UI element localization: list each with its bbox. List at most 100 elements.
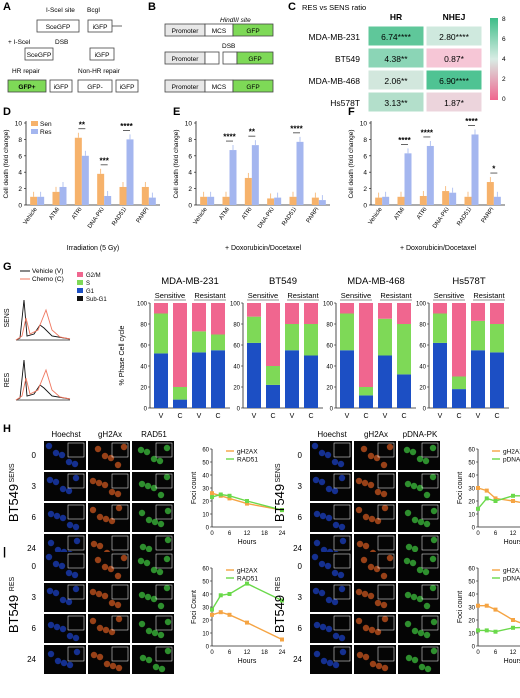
h-y-tick-label: 40	[202, 474, 209, 480]
h-legend-label-series2: RAD51	[237, 457, 258, 464]
h-zoom-inset	[67, 504, 85, 520]
h-nucleus-spot	[90, 651, 98, 659]
panel-label-d: D	[3, 106, 11, 118]
bar-sen	[442, 191, 450, 205]
h-nucleus-spot	[108, 628, 116, 636]
h-time-label: 3	[298, 593, 303, 602]
h-zoom-inset	[421, 584, 439, 600]
h-nucleus-spot	[46, 476, 54, 484]
g-y-axis-label: % Phase Cell cycle	[119, 325, 126, 385]
g-y-tick-label: 60	[140, 344, 147, 350]
h-nucleus-spot	[163, 444, 171, 452]
y-tick-label: 4	[188, 170, 192, 177]
x-tick-label: ATMi	[218, 207, 231, 222]
significance-stars: *	[492, 165, 496, 174]
g-y-tick-label: 80	[326, 323, 333, 329]
c-cell-nhej-value: 1.87*	[444, 98, 465, 108]
g-group-label-sensitive: Sensitive	[341, 291, 371, 300]
bar-res	[382, 196, 390, 205]
h-nucleus-spot	[95, 590, 103, 598]
y-tick-label: 10	[15, 121, 23, 128]
h-nucleus-spot	[71, 571, 79, 579]
h-zoom-inset	[67, 553, 85, 569]
h-y-tick-label: 20	[202, 619, 209, 625]
g-bar-segment	[266, 366, 280, 385]
g-bar-segment	[173, 303, 187, 387]
a-scegfp-cut-box	[24, 47, 54, 61]
g-bar-segment	[285, 303, 299, 324]
h-nucleus-spot	[338, 523, 346, 531]
h-nucleus-spot	[144, 593, 152, 601]
significance-stars: ****	[465, 117, 478, 126]
h-nucleus-spot	[325, 514, 333, 522]
bar-res	[449, 192, 457, 205]
c-cell-hr	[367, 47, 425, 69]
h-y-axis-label: Foci count	[191, 472, 198, 504]
h-time-label: 24	[293, 544, 302, 553]
x-tick-label: RAD51i	[456, 207, 473, 227]
panel-label-h: H	[3, 423, 11, 435]
h-y-tick-label: 10	[202, 513, 209, 519]
h-nucleus-spot	[115, 504, 123, 512]
h-nucleus-spot	[45, 442, 53, 450]
h-nucleus-spot	[313, 539, 321, 547]
significance-stars: ****	[120, 122, 133, 131]
h-legend-label-gh2ax: gH2AX	[503, 568, 520, 575]
b-gfp-label-2: GFP	[248, 56, 261, 63]
h-nucleus-spot	[156, 568, 164, 576]
phase-legend-swatch	[77, 272, 83, 277]
h-zoom-inset	[333, 442, 351, 458]
g-bar-segment	[471, 303, 485, 321]
hist-res-vehicle-curve	[15, 359, 71, 401]
panel-g: G Vehicle (V)Chemo (C) SENS RES G2/M S G1 Sub-G…	[3, 261, 509, 420]
h-nucleus-spot	[164, 507, 172, 515]
h-time-label: 3	[32, 482, 37, 491]
h-nucleus-spot	[120, 443, 128, 451]
h-nucleus-spot	[46, 587, 54, 595]
h-nucleus-spot	[164, 536, 172, 544]
g-bar-segment	[154, 303, 168, 314]
h-nucleus-spot	[374, 599, 382, 607]
h-nucleus-spot	[312, 587, 320, 595]
b-gfp-label-3: GFP	[246, 84, 259, 91]
h-y-axis-label: Foci count	[457, 472, 464, 504]
g-bar-segment	[211, 303, 225, 335]
h-nucleus-spot	[138, 591, 146, 599]
h-nucleus-spot	[324, 451, 332, 459]
panel-b: B HindIII site Promoter MCS GFP DSB Prom…	[148, 1, 274, 93]
h-point-gh2ax	[484, 603, 489, 608]
g-bar-segment	[247, 342, 261, 408]
h-zoom-inset	[111, 535, 129, 551]
h-point-gh2ax	[476, 486, 480, 490]
bar-sen	[397, 196, 405, 205]
bar-sen	[222, 196, 230, 205]
g-bar-segment	[471, 320, 485, 351]
g-y-tick-label: 40	[326, 365, 333, 371]
g-bar-segment	[192, 352, 206, 408]
h-nucleus-spot	[410, 593, 418, 601]
h-point-series2	[484, 628, 489, 633]
h-point-gh2ax	[227, 496, 232, 501]
h-zoom-inset	[421, 646, 439, 662]
h-micrograph-tile	[398, 614, 440, 643]
h-nucleus-spot	[409, 559, 417, 567]
g-bar-segment	[359, 303, 373, 387]
h-nucleus-spot	[54, 546, 62, 554]
a-gfp-minus-box	[77, 79, 113, 93]
h-x-axis-label: Hours	[238, 658, 257, 665]
a-scegfp-label: SceGFP	[46, 24, 71, 31]
y-axis-label: Cell death (fold change)	[3, 129, 10, 198]
h-nucleus-spot	[374, 628, 382, 636]
h-y-tick-label: 60	[468, 567, 475, 573]
h-nucleus-spot	[47, 539, 55, 547]
g-bar-segment	[433, 342, 447, 408]
h-nucleus-spot	[138, 480, 146, 488]
h-nucleus-spot	[331, 487, 339, 495]
h-nucleus-spot	[101, 563, 109, 571]
c-row-label: MDA-MB-231	[309, 32, 361, 42]
h-nucleus-spot	[157, 602, 165, 610]
h-zoom-inset	[421, 535, 439, 551]
h-x-axis-label: Hours	[504, 539, 520, 546]
h-point-series2	[511, 493, 515, 498]
h-zoom-inset	[111, 646, 129, 662]
